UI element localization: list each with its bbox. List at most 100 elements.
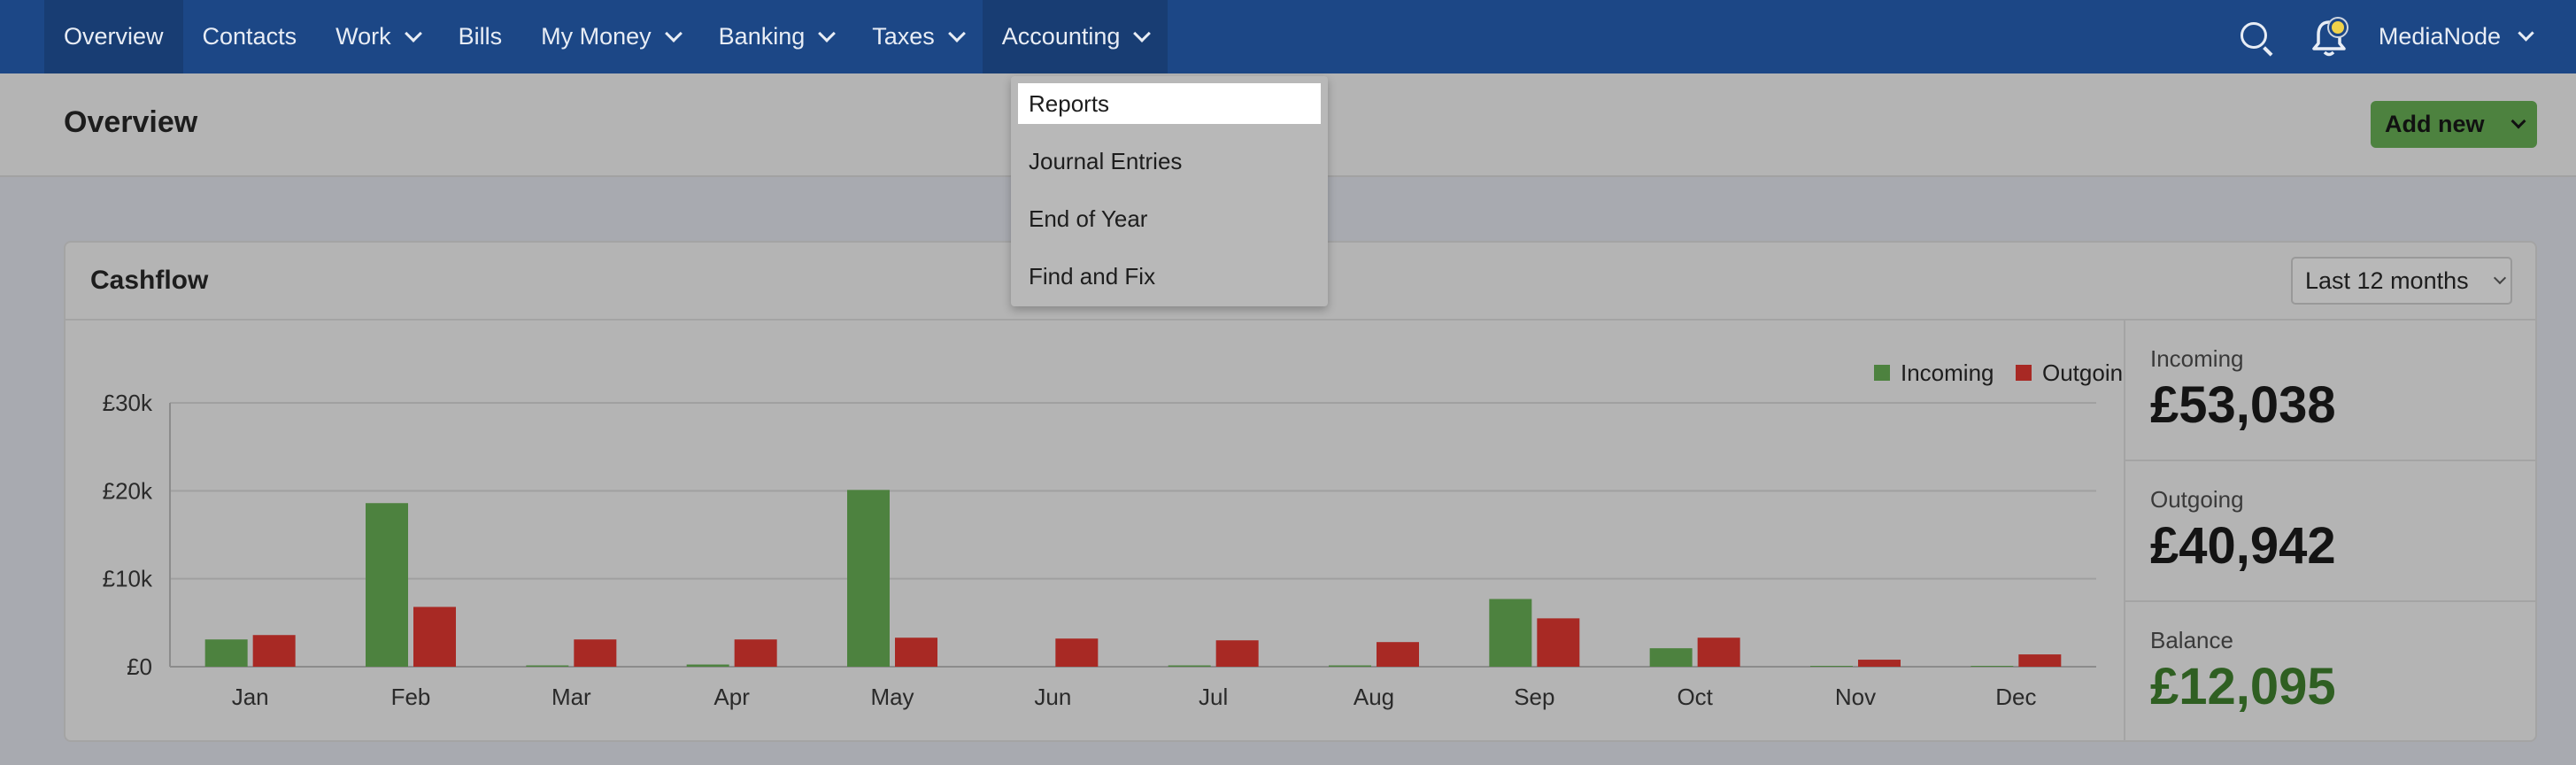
menu-item-find-and-fix[interactable]: Find and Fix <box>1029 262 1156 290</box>
add-new-label: Add new <box>2385 111 2485 137</box>
bar-outgoing-sep <box>1537 618 1580 667</box>
nav-right: MediaNode <box>2233 0 2576 73</box>
cashflow-card-header: Cashflow Last 12 months <box>66 243 2535 321</box>
outgoing-label: Outgoing <box>2150 486 2244 513</box>
outgoing-value: £40,942 <box>2150 517 2336 575</box>
bar-outgoing-dec <box>2018 654 2062 667</box>
x-tick-label: Aug <box>1354 684 1394 710</box>
bar-incoming-nov <box>1810 666 1853 667</box>
notifications-button[interactable] <box>2306 15 2350 59</box>
chevron-down-icon <box>2510 113 2526 129</box>
bar-incoming-mar <box>526 665 569 667</box>
balance-value: £12,095 <box>2150 658 2336 715</box>
y-tick-label: £0 <box>127 653 152 680</box>
nav-item-contacts[interactable]: Contacts <box>183 0 317 73</box>
cashflow-card: Cashflow Last 12 months £0 £10k £20k £30k Ja… <box>64 241 2537 742</box>
nav-item-accounting[interactable]: Accounting <box>982 0 1168 73</box>
bar-incoming-dec <box>1971 666 2014 667</box>
nav-label: My Money <box>541 23 652 50</box>
accounting-dropdown-menu: Reports Journal Entries End of Year Find… <box>1011 76 1328 306</box>
x-tick-label: Jul <box>1199 684 1228 710</box>
bar-incoming-apr <box>686 664 729 667</box>
nav-label: Taxes <box>872 23 935 50</box>
add-new-button[interactable]: Add new <box>2371 101 2537 148</box>
menu-item-end-of-year[interactable]: End of Year <box>1029 205 1148 232</box>
nav-item-overview[interactable]: Overview <box>44 0 183 73</box>
chevron-down-icon <box>947 24 966 42</box>
bar-outgoing-jan <box>252 635 296 667</box>
x-tick-label: Feb <box>391 684 431 710</box>
nav-label: Accounting <box>1001 23 1121 50</box>
chevron-down-icon <box>818 24 837 42</box>
legend-label-outgoing: Outgoing <box>2042 359 2124 386</box>
y-tick-label: £30k <box>103 390 153 416</box>
account-menu[interactable]: MediaNode <box>2378 23 2534 50</box>
bar-outgoing-apr <box>734 639 777 667</box>
nav-item-banking[interactable]: Banking <box>699 0 853 73</box>
nav-label: Overview <box>64 23 164 50</box>
bar-incoming-may <box>847 490 890 667</box>
bar-outgoing-aug <box>1377 642 1419 667</box>
chevron-down-icon <box>404 24 422 42</box>
bar-outgoing-jun <box>1055 638 1099 667</box>
cashflow-stats: Incoming £53,038 Outgoing £40,942 Balanc… <box>2124 321 2537 742</box>
incoming-label: Incoming <box>2150 345 2244 372</box>
chevron-down-icon <box>1133 24 1152 42</box>
chevron-down-icon <box>2518 25 2534 42</box>
legend-label-incoming: Incoming <box>1901 359 1994 386</box>
bar-outgoing-may <box>895 638 937 667</box>
page-title: Overview <box>64 105 198 139</box>
bar-outgoing-nov <box>1858 660 1901 667</box>
cashflow-chart-svg: £0 £10k £20k £30k Jan Feb Mar Apr May Jun Jul Aug Se… <box>103 359 2124 710</box>
notification-dot <box>2328 18 2347 36</box>
nav-item-bills[interactable]: Bills <box>439 0 522 73</box>
cashflow-title: Cashflow <box>90 266 209 295</box>
nav-item-taxes[interactable]: Taxes <box>852 0 983 73</box>
chevron-down-icon <box>2493 271 2506 285</box>
nav-label: Work <box>335 23 391 50</box>
x-tick-label: Dec <box>1995 684 2036 710</box>
bar-incoming-jul <box>1168 665 1211 667</box>
balance-stat: Balance £12,095 <box>2125 602 2537 743</box>
search-button[interactable] <box>2233 15 2278 59</box>
bar-outgoing-oct <box>1697 638 1740 667</box>
bar-outgoing-feb <box>413 607 456 667</box>
balance-label: Balance <box>2150 627 2233 653</box>
menu-item-journal-entries[interactable]: Journal Entries <box>1029 147 1183 174</box>
bar-incoming-oct <box>1649 648 1693 667</box>
x-tick-label: May <box>870 684 914 710</box>
outgoing-stat: Outgoing £40,942 <box>2125 461 2537 602</box>
x-tick-label: Jan <box>232 684 269 710</box>
bar-outgoing-mar <box>574 639 617 667</box>
y-tick-label: £20k <box>103 477 153 504</box>
chevron-down-icon <box>664 24 683 42</box>
menu-item-reports[interactable]: Reports <box>1018 83 1321 124</box>
search-icon <box>2240 21 2267 49</box>
date-range-select[interactable]: Last 12 months <box>2291 257 2512 305</box>
nav-item-work[interactable]: Work <box>316 0 439 73</box>
cashflow-chart: £0 £10k £20k £30k Jan Feb Mar Apr May Jun Jul Aug Se… <box>66 321 2124 742</box>
x-tick-label: Apr <box>713 684 750 710</box>
bar-outgoing-jul <box>1215 640 1259 667</box>
nav-label: Banking <box>718 23 806 50</box>
bar-incoming-sep <box>1489 599 1532 667</box>
legend-swatch-incoming <box>1874 365 1890 381</box>
bar-incoming-feb <box>366 503 408 667</box>
account-name: MediaNode <box>2378 23 2501 50</box>
x-tick-label: Sep <box>1514 684 1554 710</box>
y-tick-label: £10k <box>103 566 153 592</box>
legend-swatch-outgoing <box>2016 365 2032 381</box>
nav-item-my-money[interactable]: My Money <box>521 0 699 73</box>
date-range-value: Last 12 months <box>2305 267 2469 294</box>
x-tick-label: Jun <box>1034 684 1071 710</box>
x-tick-label: Mar <box>551 684 591 710</box>
top-nav: Overview Contacts Work Bills My Money Ba… <box>0 0 2576 73</box>
nav-label: Contacts <box>202 23 297 50</box>
x-tick-label: Oct <box>1677 684 1713 710</box>
incoming-value: £53,038 <box>2150 376 2336 434</box>
x-tick-label: Nov <box>1835 684 1876 710</box>
incoming-stat: Incoming £53,038 <box>2125 321 2537 461</box>
bar-incoming-jan <box>204 639 248 667</box>
nav-label: Bills <box>458 23 503 50</box>
bar-incoming-aug <box>1329 665 1371 667</box>
